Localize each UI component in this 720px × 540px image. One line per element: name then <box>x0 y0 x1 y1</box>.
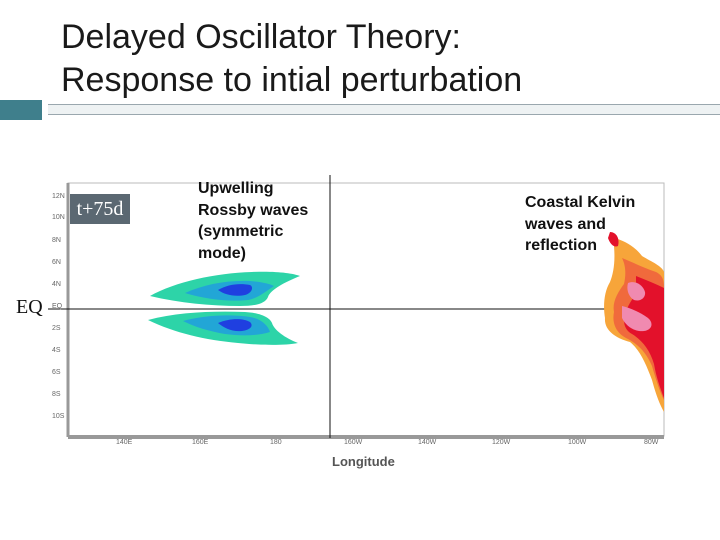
x-tick-label: 140E <box>116 439 133 446</box>
x-tick-label: 100W <box>568 439 587 446</box>
y-tick-label: 8N <box>52 237 61 244</box>
y-tick-label: 4N <box>52 281 61 288</box>
y-tick-label: EQ <box>52 303 63 310</box>
x-tick-label: 180 <box>270 439 282 446</box>
contour-region <box>218 284 253 296</box>
x-tick-label: 140W <box>418 439 437 446</box>
y-tick-label: 4S <box>52 347 61 354</box>
kelvin-note-line: reflection <box>525 237 598 254</box>
rossby-note-line: mode) <box>198 244 246 262</box>
contour-region <box>218 319 252 332</box>
contour-region <box>627 282 646 301</box>
title-line-1: Delayed Oscillator Theory: <box>61 18 461 56</box>
rossby-note-line: Rossby waves <box>198 201 309 219</box>
y-tick-label: 10S <box>52 413 65 420</box>
title-divider <box>48 104 720 115</box>
kelvin-note-line: waves and <box>525 215 606 233</box>
rossby-wave-annotation: Upwelling Rossby waves (symmetric mode) <box>198 178 338 264</box>
y-tick-label: 2S <box>52 325 61 332</box>
rossby-lobe-north <box>150 271 300 306</box>
rossby-note-line: (symmetric <box>198 223 284 240</box>
equator-label: EQ <box>16 296 43 318</box>
rossby-lobe-south <box>148 311 298 345</box>
y-tick-label: 8S <box>52 391 61 398</box>
title-accent-block <box>0 100 42 120</box>
y-tick-label: 6N <box>52 259 61 266</box>
y-tick-label: 6S <box>52 369 61 376</box>
time-label: t+75d <box>70 194 130 224</box>
kelvin-note-line: Coastal Kelvin <box>525 194 636 211</box>
y-tick-label: 12N <box>52 193 65 200</box>
x-axis-label: Longitude <box>332 454 395 469</box>
x-tick-label: 80W <box>644 439 659 446</box>
x-tick-label: 160W <box>344 439 363 446</box>
title-line-2: Response to intial perturbation <box>61 61 523 99</box>
kelvin-wave-pattern <box>604 232 664 412</box>
contour-region <box>622 306 652 332</box>
x-tick-label: 120W <box>492 439 511 446</box>
y-tick-label: 10N <box>52 214 65 221</box>
kelvin-wave-annotation: Coastal Kelvin waves and reflection <box>525 192 675 257</box>
rossby-note-line: Upwelling <box>198 180 274 197</box>
x-tick-label: 160E <box>192 439 209 446</box>
contour-region <box>608 232 619 247</box>
contour-region <box>624 276 664 398</box>
slide-title: Delayed Oscillator Theory: Response to i… <box>61 16 701 102</box>
